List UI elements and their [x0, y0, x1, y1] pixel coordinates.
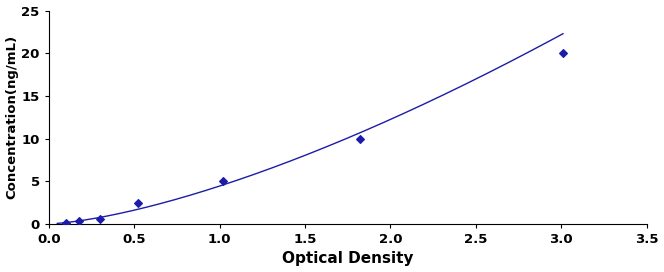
- X-axis label: Optical Density: Optical Density: [282, 251, 414, 267]
- Y-axis label: Concentration(ng/mL): Concentration(ng/mL): [5, 35, 19, 199]
